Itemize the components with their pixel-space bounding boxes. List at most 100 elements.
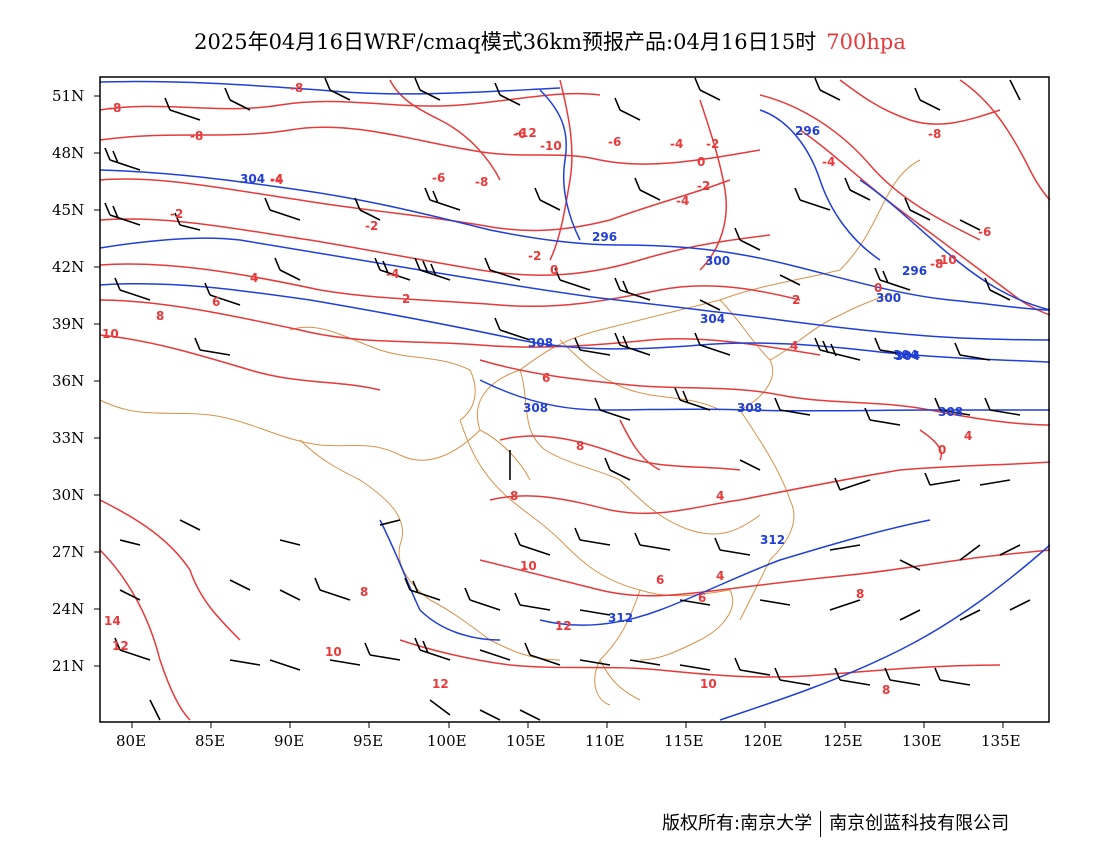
t-label: 0 <box>697 155 705 169</box>
t-label: -4 <box>270 173 283 187</box>
t-label: -10 <box>540 139 562 153</box>
t-label: 12 <box>555 619 572 633</box>
t-label: -8 <box>108 101 121 115</box>
lon-label: 100E <box>427 732 467 750</box>
lon-label: 115E <box>664 732 704 750</box>
t-label: -6 <box>978 225 991 239</box>
height-labels: 304 296 296 300 304 308 308 308 304 300 … <box>240 124 963 625</box>
h-label: 308 <box>938 405 963 419</box>
h-label: 312 <box>608 611 633 625</box>
lat-label: 51N <box>52 87 84 105</box>
t-label: 0 <box>874 281 882 295</box>
t-label: 10 <box>102 327 119 341</box>
t-label: -2 <box>697 179 710 193</box>
footer-divider <box>820 811 822 837</box>
t-label: 10 <box>325 645 342 659</box>
h-label: 296 <box>592 230 617 244</box>
t-label: 8 <box>360 585 368 599</box>
lon-axis: 80E 85E 90E 95E 100E 105E 110E 115E 120E… <box>116 722 1021 750</box>
h-label: 312 <box>760 533 785 547</box>
lon-label: 85E <box>195 732 225 750</box>
lat-label: 33N <box>52 429 84 447</box>
t-label: 6 <box>212 295 220 309</box>
t-label: -6 <box>513 127 526 141</box>
t-label: -8 <box>290 81 303 95</box>
map-title: 2025年04月16日WRF/cmaq模式36km预报产品:04月16日15时 7… <box>0 26 1100 56</box>
title-level: 700hpa <box>826 30 906 54</box>
t-label: 10 <box>520 559 537 573</box>
t-label: 8 <box>576 439 584 453</box>
footer-copyright: 版权所有:南京大学 <box>662 813 813 834</box>
t-label: 8 <box>856 587 864 601</box>
h-label: 308 <box>523 401 548 415</box>
t-label: -2 <box>706 137 719 151</box>
lat-label: 21N <box>52 657 84 675</box>
wind-barbs <box>104 77 1031 721</box>
t-label: -6 <box>432 171 445 185</box>
footer: 版权所有:南京大学 南京创蓝科技有限公司 <box>662 809 1009 837</box>
h-label: 300 <box>876 291 901 305</box>
t-label: 8 <box>156 309 164 323</box>
t-label: -2 <box>365 219 378 233</box>
t-label: -4 <box>676 194 689 208</box>
t-label: 12 <box>112 639 129 653</box>
h-label: 304 <box>700 312 725 326</box>
lat-label: 24N <box>52 600 84 618</box>
t-label: 4 <box>790 339 798 353</box>
lon-label: 105E <box>506 732 546 750</box>
lon-label: 125E <box>823 732 863 750</box>
lon-label: 130E <box>902 732 942 750</box>
h-label: 296 <box>795 124 820 138</box>
t-label: 6 <box>698 591 706 605</box>
lon-label: 80E <box>116 732 146 750</box>
height-contours <box>99 80 1051 721</box>
t-label: 4 <box>716 569 724 583</box>
t-label: -4 <box>386 267 399 281</box>
lon-label: 135E <box>981 732 1021 750</box>
lat-label: 48N <box>52 144 84 162</box>
lat-label: 30N <box>52 486 84 504</box>
lon-label: 110E <box>585 732 625 750</box>
t-label: -8 <box>475 175 488 189</box>
h-label: 304 <box>893 348 918 362</box>
title-main: 2025年04月16日WRF/cmaq模式36km预报产品:04月16日15时 <box>194 30 817 54</box>
t-label: -8 <box>930 257 943 271</box>
lat-axis: 51N 48N 45N 42N 39N 36N 33N 30N 27N 24N … <box>52 87 100 675</box>
lon-label: 120E <box>743 732 783 750</box>
h-label: 296 <box>902 264 927 278</box>
temperature-labels: -8 -8 -8 -4 -2 -2 -4 -6 -8 -12 -10 -6 -4… <box>102 81 991 697</box>
lat-label: 45N <box>52 201 84 219</box>
t-label: 10 <box>700 677 717 691</box>
footer-company: 南京创蓝科技有限公司 <box>829 813 1010 834</box>
t-label: 4 <box>716 489 724 503</box>
t-label: -6 <box>608 135 621 149</box>
t-label: 8 <box>882 683 890 697</box>
t-label: -8 <box>928 127 941 141</box>
h-label: 304 <box>240 172 265 186</box>
t-label: 0 <box>550 263 558 277</box>
t-label: 4 <box>250 271 258 285</box>
t-label: -4 <box>270 172 283 186</box>
t-label: -12 <box>515 126 537 140</box>
t-label: 12 <box>432 677 449 691</box>
t-label: -4 <box>822 155 835 169</box>
lat-label: 36N <box>52 372 84 390</box>
t-label: -2 <box>528 249 541 263</box>
t-label: 6 <box>542 371 550 385</box>
t-label: 2 <box>792 293 800 307</box>
t-label: -10 <box>935 253 957 267</box>
t-label: 8 <box>510 489 518 503</box>
t-label: 2 <box>402 292 410 306</box>
t-label: -2 <box>170 207 183 221</box>
lon-label: 90E <box>274 732 304 750</box>
h-label: 300 <box>705 254 730 268</box>
t-label: 4 <box>964 429 972 443</box>
h-label: 308 <box>528 336 553 350</box>
lon-label: 95E <box>353 732 383 750</box>
t-label: 0 <box>938 443 946 457</box>
h-label: 308 <box>737 401 762 415</box>
t-label: -4 <box>670 137 683 151</box>
h-label: 304 <box>895 349 920 363</box>
t-label: 6 <box>656 573 664 587</box>
